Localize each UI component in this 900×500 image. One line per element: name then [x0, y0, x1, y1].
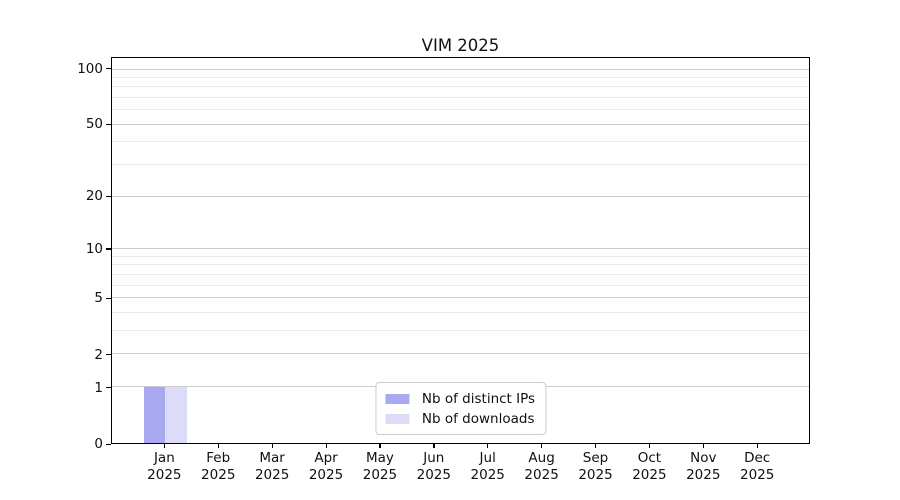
- x-tick-mark-aug: [541, 444, 543, 448]
- legend-label-nb-of-distinct-ips: Nb of distinct IPs: [421, 390, 536, 407]
- x-tick-label-oct: Oct 2025: [617, 450, 681, 484]
- major-gridline-2: [112, 353, 809, 355]
- x-tick-mark-oct: [648, 444, 651, 448]
- x-tick-year-jul: 2025: [470, 467, 505, 483]
- x-tick-month-jan: Jan: [153, 450, 175, 466]
- major-gridline-50: [112, 123, 809, 125]
- minor-gridline-60: [112, 109, 809, 111]
- x-tick-month-nov: Nov: [690, 450, 717, 466]
- x-tick-label-mar: Mar 2025: [240, 450, 304, 484]
- minor-gridline-4: [112, 311, 809, 313]
- x-tick-year-aug: 2025: [524, 467, 559, 483]
- minor-gridline-40: [112, 141, 809, 143]
- minor-gridline-30: [112, 164, 809, 166]
- x-tick-label-jun: Jun 2025: [402, 450, 466, 484]
- minor-gridline-9: [112, 255, 809, 257]
- bar-nb-of-distinct-ips-jan: [143, 386, 166, 443]
- legend-swatch-nb-of-downloads: [384, 413, 409, 424]
- bar-nb-of-downloads-jan: [165, 386, 187, 443]
- x-tick-label-feb: Feb 2025: [186, 450, 250, 484]
- x-tick-label-nov: Nov 2025: [671, 450, 735, 484]
- x-tick-year-mar: 2025: [254, 467, 290, 483]
- major-gridline-5: [112, 297, 809, 298]
- x-tick-year-dec: 2025: [739, 467, 775, 483]
- major-gridline-10: [112, 247, 809, 249]
- legend-label-nb-of-downloads: Nb of downloads: [421, 410, 535, 427]
- minor-gridline-70: [112, 97, 809, 99]
- x-tick-year-feb: 2025: [201, 467, 236, 483]
- plot-area: Nb of distinct IPs Nb of downloads: [111, 57, 810, 444]
- x-tick-year-jan: 2025: [147, 467, 182, 483]
- x-tick-mark-feb: [217, 444, 219, 448]
- y-tick-label-50: 50: [85, 116, 103, 133]
- x-tick-mark-nov: [702, 444, 704, 448]
- y-tick-label-1: 1: [94, 379, 103, 396]
- y-tick-mark-1: [106, 387, 111, 389]
- x-tick-label-jul: Jul 2025: [456, 450, 520, 484]
- x-tick-mark-sep: [595, 444, 597, 448]
- y-tick-label-10: 10: [85, 240, 103, 257]
- major-gridline-100: [112, 68, 809, 70]
- minor-gridline-8: [112, 264, 809, 266]
- x-tick-mark-apr: [325, 444, 327, 448]
- x-tick-month-may: May: [365, 450, 394, 466]
- minor-gridline-7: [112, 273, 809, 275]
- x-tick-year-sep: 2025: [578, 467, 613, 483]
- x-tick-mark-jul: [487, 444, 489, 448]
- y-tick-label-100: 100: [77, 60, 103, 77]
- x-tick-year-jun: 2025: [416, 467, 451, 483]
- y-tick-mark-0: [106, 443, 111, 445]
- x-tick-month-feb: Feb: [206, 450, 231, 466]
- y-tick-mark-5: [106, 297, 111, 299]
- x-tick-month-jul: Jul: [479, 450, 496, 466]
- y-tick-mark-2: [106, 354, 111, 356]
- legend-swatch-nb-of-distinct-ips: [384, 393, 409, 404]
- y-tick-label-0: 0: [94, 436, 103, 452]
- x-tick-label-dec: Dec 2025: [725, 450, 789, 484]
- chart-title: VIM 2025: [421, 36, 500, 55]
- x-tick-month-sep: Sep: [582, 450, 609, 466]
- x-tick-month-apr: Apr: [314, 450, 338, 466]
- x-tick-label-aug: Aug 2025: [510, 450, 574, 484]
- y-tick-label-2: 2: [94, 346, 103, 363]
- major-gridline-20: [112, 195, 809, 197]
- y-tick-mark-50: [106, 123, 111, 125]
- x-tick-month-jun: Jun: [423, 450, 445, 466]
- x-tick-mark-jan: [163, 444, 166, 448]
- x-tick-mark-mar: [271, 444, 273, 448]
- x-tick-month-oct: Oct: [637, 450, 662, 466]
- y-tick-mark-10: [106, 248, 111, 250]
- x-tick-month-dec: Dec: [744, 450, 771, 466]
- y-tick-label-5: 5: [94, 290, 103, 307]
- minor-gridline-3: [112, 329, 809, 331]
- x-tick-year-may: 2025: [362, 467, 398, 483]
- x-tick-label-may: May 2025: [348, 450, 412, 484]
- y-tick-mark-20: [106, 195, 111, 197]
- x-tick-mark-dec: [756, 444, 758, 448]
- minor-gridline-80: [112, 86, 809, 88]
- legend: Nb of distinct IPs Nb of downloads: [374, 382, 547, 435]
- minor-gridline-90: [112, 76, 809, 78]
- x-tick-month-aug: Aug: [528, 450, 555, 466]
- x-tick-year-oct: 2025: [632, 467, 667, 483]
- x-tick-year-nov: 2025: [686, 467, 721, 483]
- x-tick-label-sep: Sep 2025: [564, 450, 628, 484]
- legend-item-nb-of-downloads: Nb of downloads: [384, 410, 535, 427]
- x-tick-label-jan: Jan 2025: [132, 450, 196, 484]
- legend-item-nb-of-distinct-ips: Nb of distinct IPs: [384, 390, 536, 407]
- y-tick-mark-100: [106, 68, 111, 70]
- minor-gridline-6: [112, 284, 809, 286]
- x-tick-year-apr: 2025: [308, 467, 344, 483]
- x-tick-mark-may: [379, 444, 381, 448]
- x-tick-mark-jun: [433, 444, 435, 448]
- x-tick-month-mar: Mar: [259, 450, 285, 466]
- x-tick-label-apr: Apr 2025: [294, 450, 358, 484]
- y-tick-label-20: 20: [85, 188, 103, 205]
